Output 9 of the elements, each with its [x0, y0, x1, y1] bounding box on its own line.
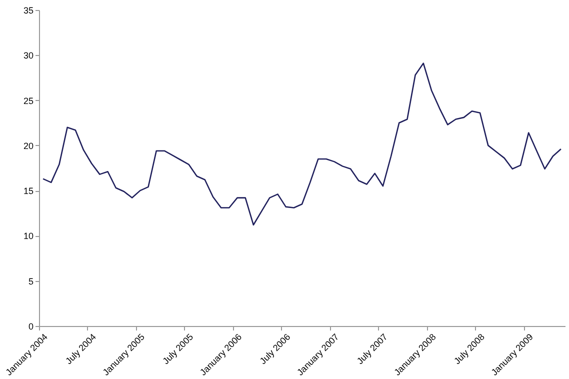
y-tick-label: 10 [23, 231, 34, 242]
y-tick-label: 5 [28, 276, 34, 286]
y-tick-label: 20 [23, 140, 34, 151]
y-tick-label: 15 [23, 186, 34, 196]
y-tick-label: 30 [23, 50, 34, 61]
y-tick-label: 0 [28, 322, 34, 332]
y-tick-label: 25 [23, 96, 34, 106]
line-series [42, 62, 562, 226]
y-tick-label: 35 [23, 6, 34, 16]
